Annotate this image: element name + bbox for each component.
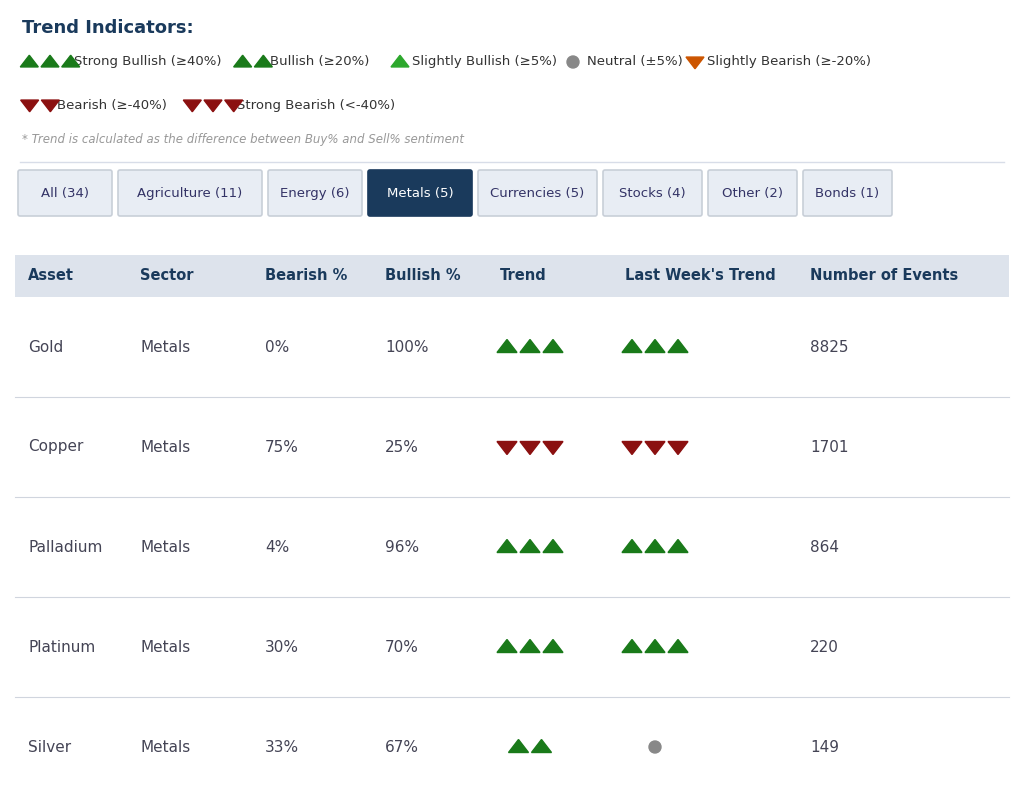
Polygon shape	[224, 100, 243, 111]
Text: 96%: 96%	[385, 540, 419, 554]
Polygon shape	[543, 339, 563, 353]
Text: 0%: 0%	[265, 339, 289, 354]
Text: 8825: 8825	[810, 339, 849, 354]
Text: Bonds (1): Bonds (1)	[815, 187, 880, 200]
Polygon shape	[509, 739, 528, 752]
Polygon shape	[622, 540, 642, 553]
Polygon shape	[204, 100, 222, 111]
Text: 1701: 1701	[810, 439, 849, 455]
Polygon shape	[497, 639, 517, 653]
Text: * Trend is calculated as the difference between Buy% and Sell% sentiment: * Trend is calculated as the difference …	[22, 133, 464, 147]
FancyBboxPatch shape	[118, 170, 262, 216]
Text: 75%: 75%	[265, 439, 299, 455]
Polygon shape	[497, 540, 517, 553]
Text: Other (2): Other (2)	[722, 187, 783, 200]
Text: Metals: Metals	[140, 739, 190, 755]
Text: 70%: 70%	[385, 639, 419, 654]
Text: Slightly Bearish (≥-20%): Slightly Bearish (≥-20%)	[707, 55, 871, 68]
Polygon shape	[543, 639, 563, 653]
Text: 864: 864	[810, 540, 839, 554]
Polygon shape	[497, 441, 517, 455]
Polygon shape	[668, 639, 688, 653]
FancyBboxPatch shape	[603, 170, 702, 216]
Text: Bearish (≥-40%): Bearish (≥-40%)	[57, 99, 167, 111]
Circle shape	[567, 56, 579, 68]
Polygon shape	[543, 540, 563, 553]
Text: Agriculture (11): Agriculture (11)	[137, 187, 243, 200]
Polygon shape	[668, 441, 688, 455]
Text: Trend Indicators:: Trend Indicators:	[22, 19, 194, 37]
Text: Metals: Metals	[140, 540, 190, 554]
Polygon shape	[20, 100, 39, 111]
Text: Stocks (4): Stocks (4)	[620, 187, 686, 200]
Text: 67%: 67%	[385, 739, 419, 755]
FancyBboxPatch shape	[368, 170, 472, 216]
Polygon shape	[41, 100, 59, 111]
Text: Palladium: Palladium	[28, 540, 102, 554]
Text: 149: 149	[810, 739, 839, 755]
Text: Strong Bullish (≥40%): Strong Bullish (≥40%)	[74, 55, 221, 68]
Polygon shape	[622, 639, 642, 653]
Polygon shape	[20, 55, 38, 67]
Text: Last Week's Trend: Last Week's Trend	[625, 269, 776, 283]
Bar	[15, 255, 1009, 297]
Text: 33%: 33%	[265, 739, 299, 755]
Text: Number of Events: Number of Events	[810, 269, 958, 283]
Text: Platinum: Platinum	[28, 639, 95, 654]
Text: Silver: Silver	[28, 739, 71, 755]
Text: Slightly Bullish (≥5%): Slightly Bullish (≥5%)	[412, 55, 557, 68]
Polygon shape	[61, 55, 80, 67]
Text: 30%: 30%	[265, 639, 299, 654]
FancyBboxPatch shape	[18, 170, 112, 216]
Polygon shape	[520, 540, 540, 553]
Text: Gold: Gold	[28, 339, 63, 354]
Polygon shape	[543, 441, 563, 455]
Text: Neutral (±5%): Neutral (±5%)	[587, 55, 683, 68]
Polygon shape	[645, 339, 665, 353]
Text: Copper: Copper	[28, 439, 83, 455]
Polygon shape	[520, 441, 540, 455]
Polygon shape	[183, 100, 202, 111]
Polygon shape	[233, 55, 252, 67]
Text: All (34): All (34)	[41, 187, 89, 200]
Polygon shape	[622, 339, 642, 353]
Text: Metals: Metals	[140, 439, 190, 455]
Polygon shape	[645, 540, 665, 553]
Text: 4%: 4%	[265, 540, 289, 554]
Text: Metals: Metals	[140, 339, 190, 354]
Polygon shape	[668, 339, 688, 353]
Polygon shape	[645, 639, 665, 653]
Text: Asset: Asset	[28, 269, 74, 283]
Text: 100%: 100%	[385, 339, 428, 354]
FancyBboxPatch shape	[268, 170, 362, 216]
Polygon shape	[520, 339, 540, 353]
Text: 25%: 25%	[385, 439, 419, 455]
Text: Bearish %: Bearish %	[265, 269, 347, 283]
Polygon shape	[520, 639, 540, 653]
Polygon shape	[254, 55, 272, 67]
Polygon shape	[622, 441, 642, 455]
Text: Bullish %: Bullish %	[385, 269, 461, 283]
FancyBboxPatch shape	[803, 170, 892, 216]
Text: Sector: Sector	[140, 269, 194, 283]
Polygon shape	[645, 441, 665, 455]
Polygon shape	[391, 55, 409, 67]
Polygon shape	[531, 739, 552, 752]
Text: Bullish (≥20%): Bullish (≥20%)	[270, 55, 370, 68]
Polygon shape	[668, 540, 688, 553]
Polygon shape	[497, 339, 517, 353]
Polygon shape	[686, 57, 705, 69]
FancyBboxPatch shape	[708, 170, 797, 216]
Polygon shape	[41, 55, 59, 67]
Text: Metals (5): Metals (5)	[387, 187, 454, 200]
Text: Trend: Trend	[500, 269, 547, 283]
Text: 220: 220	[810, 639, 839, 654]
Circle shape	[649, 741, 662, 753]
Text: Metals: Metals	[140, 639, 190, 654]
Text: Currencies (5): Currencies (5)	[490, 187, 585, 200]
Text: Strong Bearish (<-40%): Strong Bearish (<-40%)	[237, 99, 395, 111]
FancyBboxPatch shape	[478, 170, 597, 216]
Text: Energy (6): Energy (6)	[281, 187, 350, 200]
